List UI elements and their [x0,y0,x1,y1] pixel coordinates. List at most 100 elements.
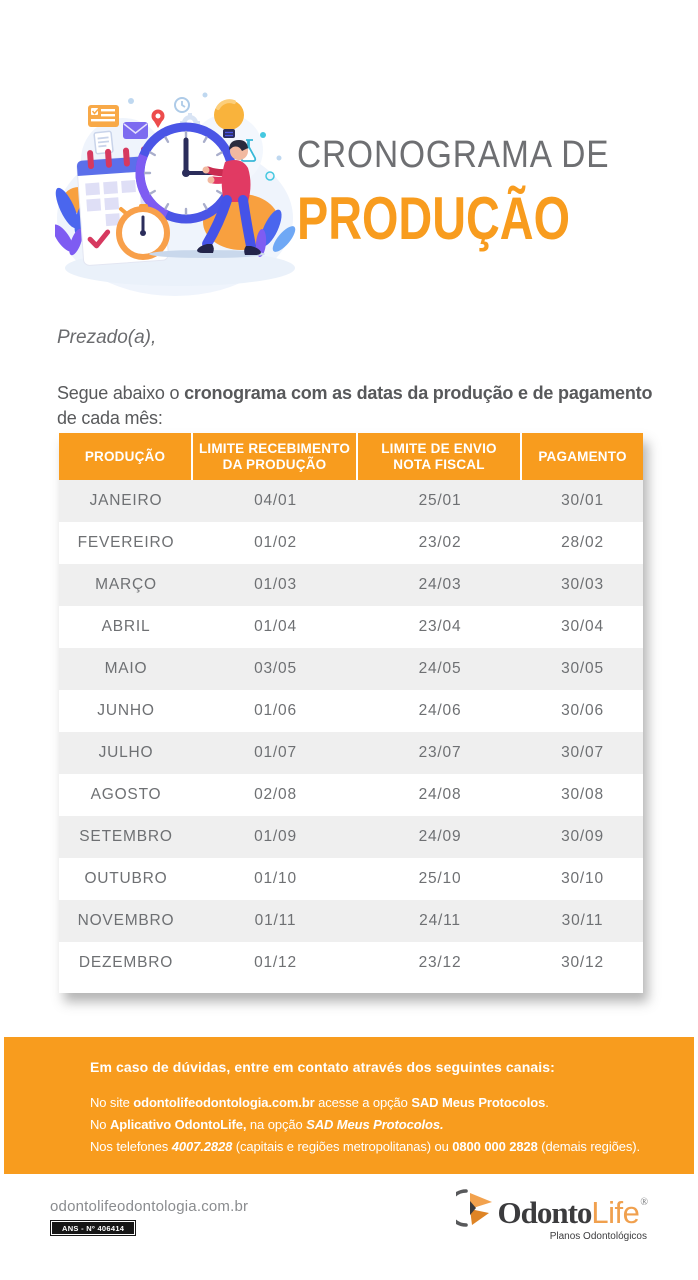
intro-paragraph: Segue abaixo o cronograma com as datas d… [57,381,652,431]
cell-limite-recebimento: 01/07 [254,744,297,761]
schedule-table: PRODUÇÃO LIMITE RECEBIMENTO DA PRODUÇÃO … [59,433,643,993]
schedule-illustration [55,92,296,296]
contact-line-phones: Nos telefones 4007.2828 (capitais e regi… [90,1136,664,1158]
cell-pagamento: 30/10 [561,870,604,887]
table-row: JUNHO 01/06 24/06 30/06 [59,690,643,732]
lightbulb-icon [214,99,244,138]
logo-odonto: Odonto [497,1195,592,1230]
ans-number: ANS - Nº 406414 [51,1221,136,1235]
cell-limite-envio: 24/09 [418,828,462,845]
header-pagamento: PAGAMENTO [538,448,627,464]
location-pin-icon [151,109,165,128]
app-odontolife-label: Aplicativo OdontoLife, [109,1117,247,1132]
contact-heading: Em caso de dúvidas, entre em contato atr… [90,1059,555,1075]
cell-month: SETEMBRO [79,828,173,845]
table-header-row: PRODUÇÃO LIMITE RECEBIMENTO DA PRODUÇÃO … [59,433,643,480]
cell-pagamento: 30/01 [561,492,604,509]
cell-month: JULHO [98,744,154,761]
cell-limite-recebimento: 01/11 [254,912,297,929]
cell-limite-envio: 23/07 [418,744,462,761]
table-row: SETEMBRO 01/09 24/09 30/09 [59,816,643,858]
clock-icon [135,122,237,224]
table-row: MARÇO 01/03 24/03 30/03 [59,564,643,606]
logo-life: Life [591,1195,640,1230]
cell-month: NOVEMBRO [77,912,175,929]
table-row: NOVEMBRO 01/11 24/11 30/11 [59,900,643,942]
contact-line-app: No Aplicativo OdontoLife, na opção SAD M… [90,1114,664,1136]
header-limite-recebimento: LIMITE RECEBIMENTO DA PRODUÇÃO [193,433,358,480]
logo-wordmark: OdontoLife® [497,1186,648,1230]
odontolife-logo-icon [456,1189,493,1227]
small-clock-icon [174,97,190,113]
person-figure [149,140,265,258]
table-row: JANEIRO 04/01 25/01 30/01 [59,480,643,522]
intro-text-normal: Segue abaixo o [57,383,185,403]
sad-protocolos-label: SAD Meus Protocolos [411,1095,546,1110]
table-row: JULHO 01/07 23/07 30/07 [59,732,643,774]
contact-text: No [90,1117,110,1132]
cell-limite-envio: 23/12 [418,954,462,971]
contact-text: Nos telefones [90,1139,172,1154]
document-icon [93,130,114,155]
cell-limite-envio: 24/11 [419,912,461,929]
table-body: JANEIRO 04/01 25/01 30/01 FEVEREIRO 01/02 23/… [59,480,643,984]
page-title-line2: PRODUÇÃO [297,185,571,252]
table-row: DEZEMBRO 01/12 23/12 30/12 [59,942,643,984]
sad-protocolos-italic-label: SAD Meus Protocolos. [306,1117,444,1132]
cell-limite-envio: 25/10 [418,870,462,887]
cell-pagamento: 30/08 [561,786,604,803]
cell-limite-recebimento: 01/03 [254,576,297,593]
cell-limite-envio: 24/08 [418,786,462,803]
stopwatch-icon [116,204,170,260]
header-producao: PRODUÇÃO [59,433,193,480]
cell-month: OUTUBRO [84,870,168,887]
cell-limite-envio: 24/06 [418,702,462,719]
checklist-icon [88,105,119,127]
cell-limite-recebimento: 01/09 [254,828,297,845]
table-row: MAIO 03/05 24/05 30/05 [59,648,643,690]
table-row: AGOSTO 02/08 24/08 30/08 [59,774,643,816]
cell-limite-envio: 23/02 [418,534,462,551]
intro-line-2: de cada mês: [57,408,163,428]
contact-line-site: No site odontolifeodontologia.com.br ace… [90,1092,664,1114]
logo-tagline: Planos Odontológicos [549,1231,647,1242]
cell-limite-recebimento: 01/02 [254,534,297,551]
cell-limite-recebimento: 01/04 [254,618,297,635]
contact-text: na opção [246,1117,307,1132]
ans-badge: ANS - Nº 406414 [50,1220,137,1236]
cell-month: JUNHO [97,702,155,719]
cell-pagamento: 30/06 [561,702,604,719]
table-row: ABRIL 01/04 23/04 30/04 [59,606,643,648]
cell-pagamento: 28/02 [561,534,604,551]
odontolife-logo: OdontoLife® Planos Odontológicos [456,1186,648,1242]
cell-month: MARÇO [95,576,157,593]
cell-month: MAIO [104,660,148,677]
cell-pagamento: 30/11 [561,912,604,929]
leaves-right [255,209,296,257]
cell-month: AGOSTO [90,786,162,803]
table-row: OUTUBRO 01/10 25/10 30/10 [59,858,643,900]
cell-pagamento: 30/05 [561,660,604,677]
cell-limite-envio: 25/01 [418,492,462,509]
cell-month: FEVEREIRO [77,534,175,551]
cell-month: DEZEMBRO [78,954,174,971]
cell-limite-recebimento: 01/06 [254,702,297,719]
cell-limite-envio: 23/04 [418,618,462,635]
website-url[interactable]: odontolifeodontologia.com.br [50,1198,249,1215]
contact-text: (capitais e regiões metropolitanas) ou [232,1139,453,1154]
cell-pagamento: 30/04 [561,618,604,635]
contact-text: (demais regiões). [537,1139,641,1154]
contact-text: No site [90,1095,134,1110]
cell-limite-envio: 24/05 [418,660,462,677]
cell-limite-recebimento: 04/01 [254,492,297,509]
cell-limite-recebimento: 03/05 [254,660,297,677]
contact-text: . [545,1095,549,1110]
intro-text-bold: cronograma com as datas da produção e de… [184,383,653,403]
cell-pagamento: 30/03 [561,576,604,593]
site-url-link[interactable]: odontolifeodontologia.com.br [133,1095,315,1110]
cell-limite-recebimento: 01/10 [254,870,297,887]
cell-pagamento: 30/09 [561,828,604,845]
header-limite-envio: LIMITE DE ENVIO NOTA FISCAL [358,433,522,480]
cell-pagamento: 30/12 [561,954,604,971]
